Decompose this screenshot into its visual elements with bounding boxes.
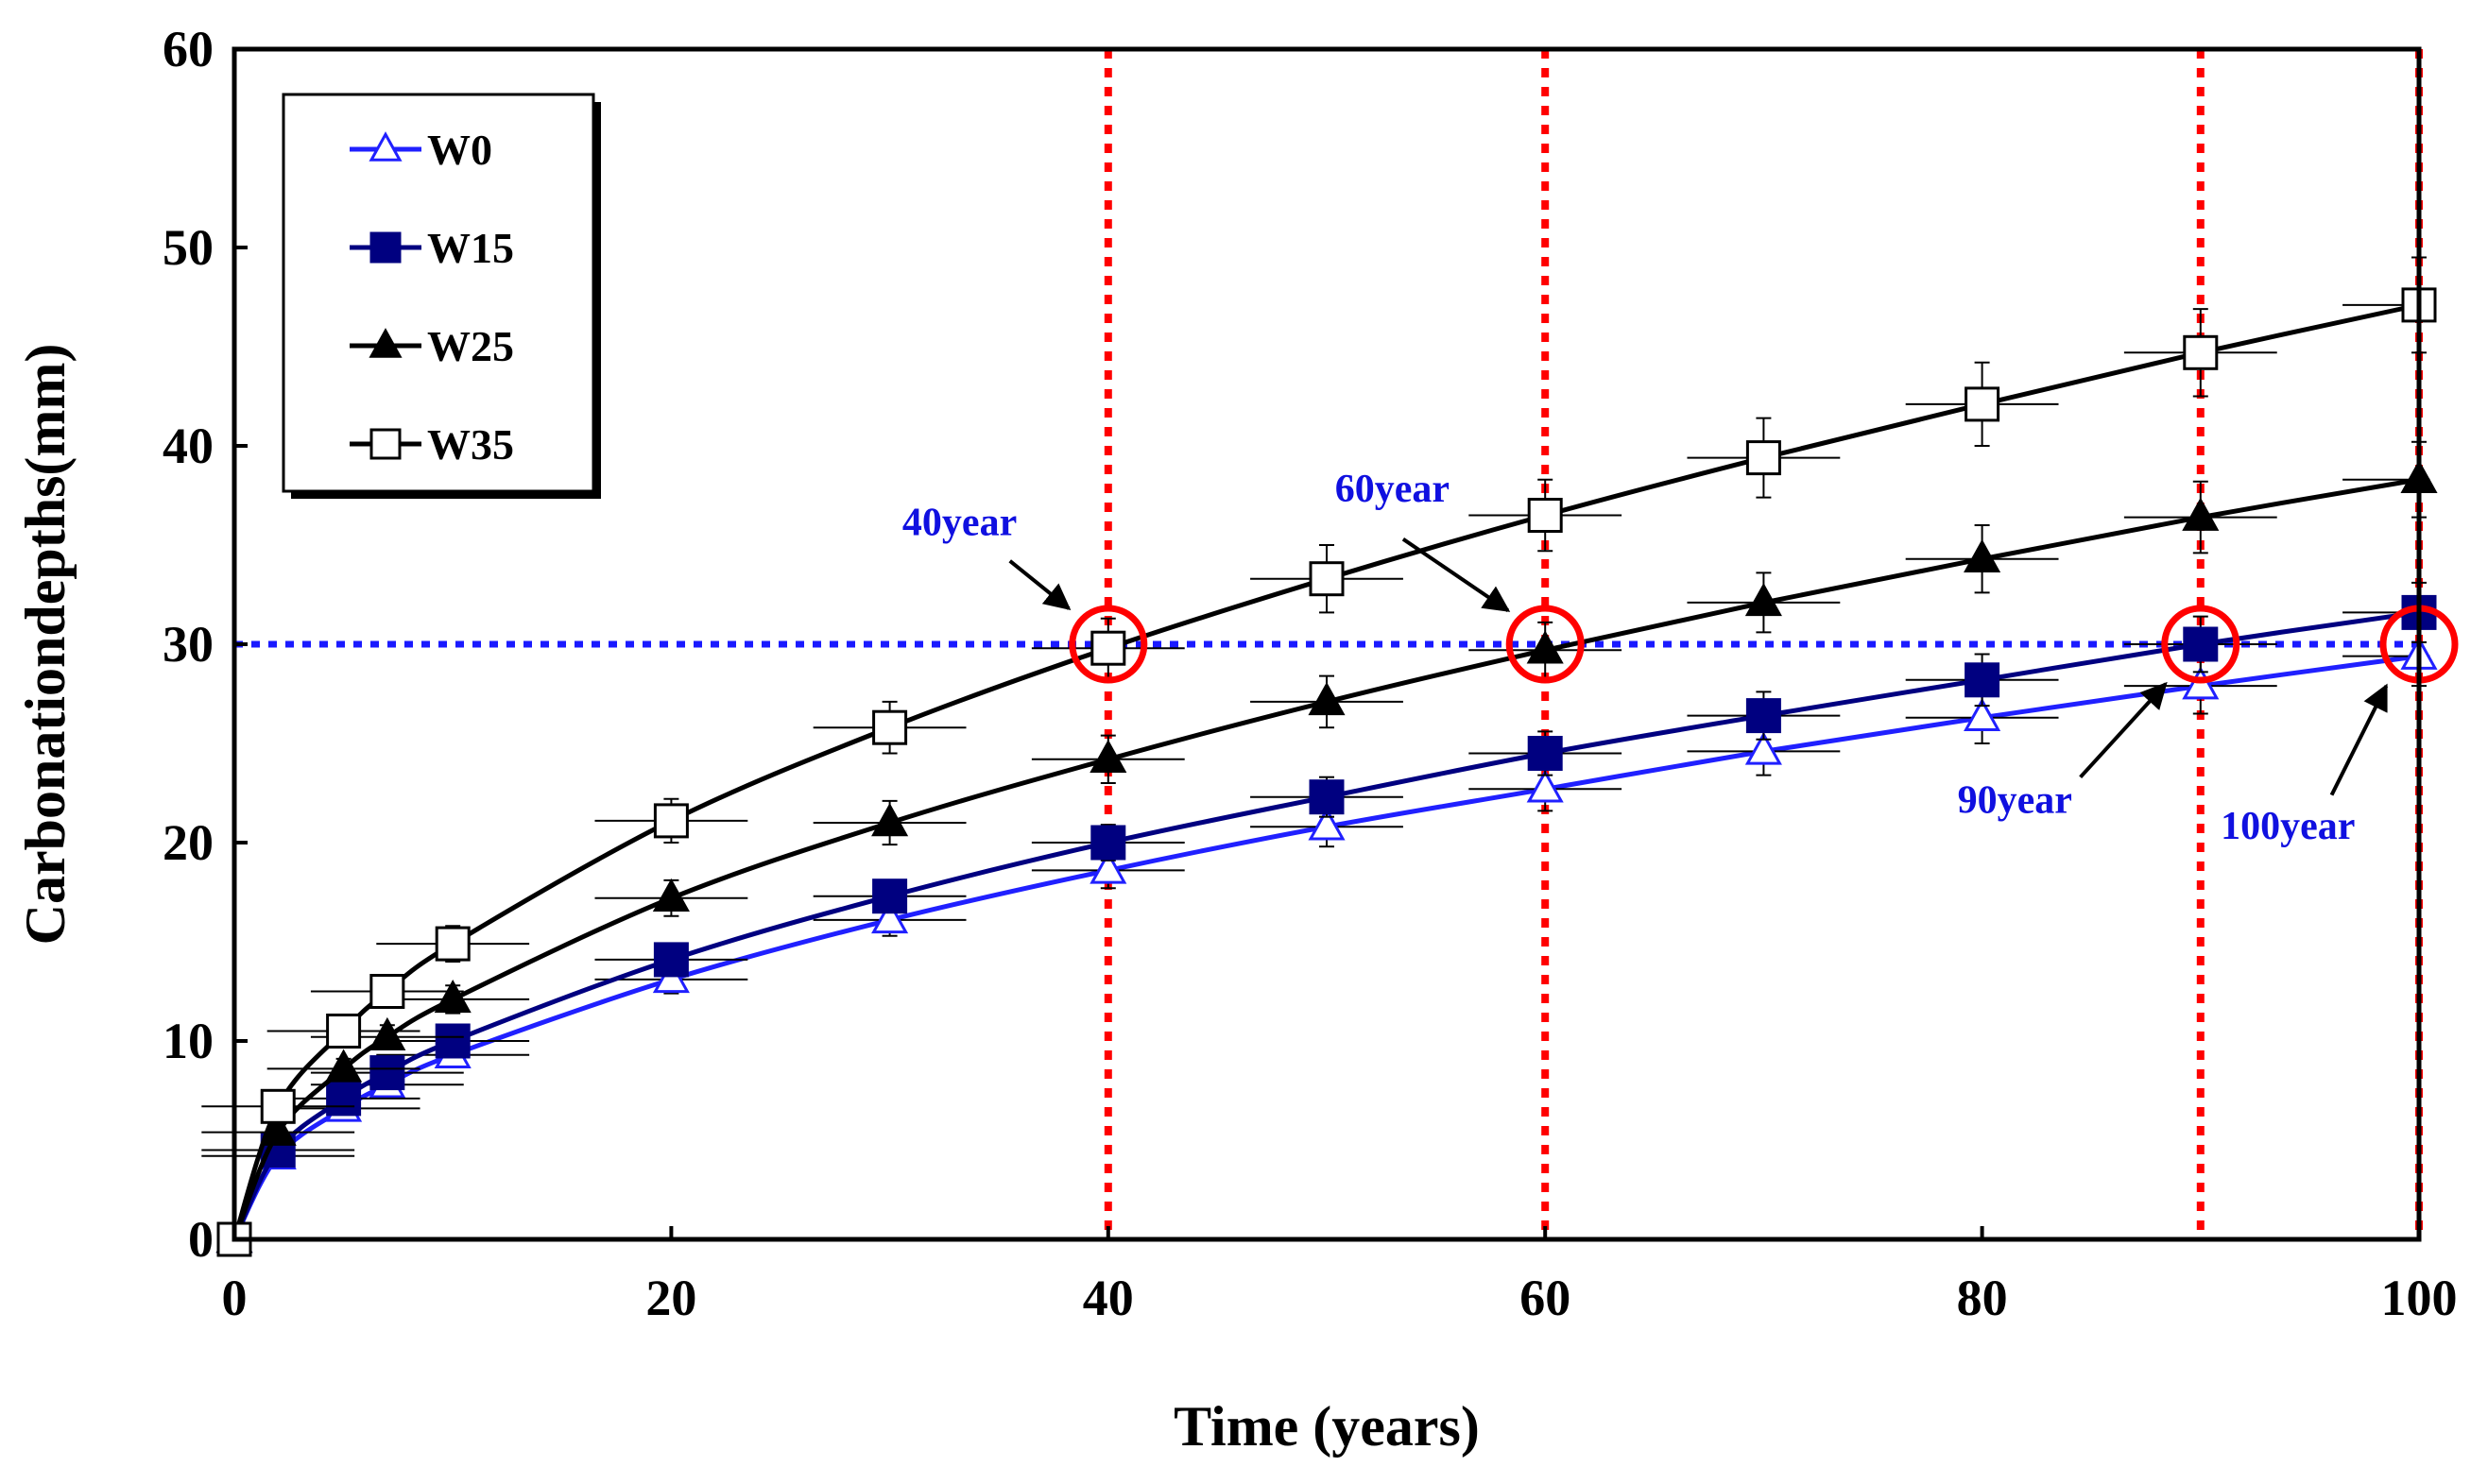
point-w15-40 bbox=[1090, 825, 1126, 861]
point-w35-60 bbox=[1527, 498, 1563, 533]
legend: W0 W15 W25 W35 bbox=[282, 93, 601, 499]
legend-label-w35: W35 bbox=[427, 420, 514, 469]
point-w0-50 bbox=[1308, 807, 1346, 841]
point-w25-30 bbox=[871, 803, 909, 837]
point-w15-30 bbox=[872, 878, 908, 914]
point-w25-20 bbox=[652, 878, 690, 913]
legend-label-w25: W25 bbox=[427, 322, 514, 370]
highlight-circle-60 bbox=[1505, 605, 1585, 684]
point-w0-90 bbox=[2182, 666, 2220, 700]
legend-box bbox=[282, 93, 595, 493]
point-w35-90 bbox=[2183, 334, 2219, 370]
point-w15-70 bbox=[1745, 698, 1781, 734]
point-w0-70 bbox=[1744, 731, 1782, 765]
legend-marker-w35 bbox=[369, 428, 402, 460]
highlight-circle-40 bbox=[1069, 605, 1148, 684]
highlight-circle-90 bbox=[2161, 605, 2240, 684]
point-w35-30 bbox=[872, 709, 908, 745]
axes-layer: 0 10 20 30 40 50 60 0 20 40 60 80 100 Time (years) Car… bbox=[14, 21, 2458, 1458]
annotation-arrow-90year bbox=[2079, 681, 2168, 779]
point-w35-40 bbox=[1090, 630, 1126, 666]
y-tick-label-40: 40 bbox=[163, 418, 214, 474]
point-w35-7 bbox=[369, 974, 405, 1009]
point-w25-40 bbox=[1090, 739, 1127, 774]
x-tick-label-20: 20 bbox=[645, 1270, 696, 1326]
point-w0-80 bbox=[1964, 697, 2001, 731]
point-w15-90 bbox=[2183, 626, 2219, 662]
point-w35-10 bbox=[435, 926, 471, 962]
point-w25-60 bbox=[1526, 630, 1564, 664]
point-w25-50 bbox=[1308, 681, 1346, 716]
y-axis-title: Carbonationdepths(mm) bbox=[14, 344, 77, 946]
point-w25-90 bbox=[2182, 497, 2220, 531]
point-w15-20 bbox=[653, 942, 689, 978]
annotation-arrow-40year bbox=[1008, 559, 1072, 610]
point-w25-5 bbox=[325, 1049, 363, 1083]
y-tick-label-10: 10 bbox=[163, 1013, 214, 1069]
annotation-label-100year: 100year bbox=[2221, 805, 2355, 848]
point-w0-30 bbox=[871, 899, 909, 934]
x-axis-title: Time (years) bbox=[1174, 1395, 1480, 1458]
x-tick-label-80: 80 bbox=[1957, 1270, 2008, 1326]
x-tick-label-100: 100 bbox=[2381, 1270, 2458, 1326]
point-w15-80 bbox=[1965, 662, 2000, 698]
legend-marker-w15 bbox=[369, 231, 402, 264]
x-tick-label-40: 40 bbox=[1083, 1270, 1134, 1326]
y-tick-label-60: 60 bbox=[163, 21, 214, 77]
legend-label-w15: W15 bbox=[427, 224, 514, 272]
y-tick-label-30: 30 bbox=[163, 616, 214, 673]
point-w25-70 bbox=[1744, 582, 1782, 617]
y-tick-label-50: 50 bbox=[163, 219, 214, 276]
annotation-label-40year: 40year bbox=[902, 502, 1017, 545]
annotation-layer: 40year 60year 90year 100year bbox=[902, 468, 2389, 848]
point-w25-80 bbox=[1964, 538, 2001, 572]
point-w25-10 bbox=[434, 979, 472, 1014]
y-tick-label-0: 0 bbox=[188, 1211, 214, 1268]
point-w15-60 bbox=[1527, 736, 1563, 771]
point-w35-2 bbox=[260, 1088, 296, 1124]
annotation-arrow-100year bbox=[2329, 683, 2389, 796]
x-tick-label-60: 60 bbox=[1519, 1270, 1570, 1326]
series-w15 bbox=[201, 581, 2437, 1257]
point-w15-10 bbox=[435, 1023, 471, 1059]
point-w15-50 bbox=[1309, 779, 1345, 815]
annotation-arrow-60year bbox=[1401, 537, 1511, 612]
point-w0-60 bbox=[1526, 769, 1564, 803]
legend-label-w0: W0 bbox=[427, 126, 492, 174]
legend-marker-w0 bbox=[369, 131, 403, 162]
point-w35-70 bbox=[1745, 440, 1781, 476]
point-w0-40 bbox=[1090, 850, 1127, 884]
legend-marker-w25 bbox=[369, 328, 403, 358]
series-layer bbox=[201, 256, 2438, 1257]
annotation-label-60year: 60year bbox=[1335, 468, 1450, 511]
point-w15-7 bbox=[369, 1055, 405, 1091]
point-w35-5 bbox=[326, 1014, 362, 1049]
y-tick-label-20: 20 bbox=[163, 814, 214, 871]
point-w35-80 bbox=[1965, 386, 2000, 422]
series-w35 bbox=[201, 256, 2437, 1257]
x-tick-label-0: 0 bbox=[222, 1270, 248, 1326]
point-w35-20 bbox=[653, 803, 689, 839]
annotation-label-90year: 90year bbox=[1958, 779, 2072, 823]
point-w15-5 bbox=[326, 1081, 362, 1117]
point-w35-50 bbox=[1309, 561, 1345, 597]
point-w25-7 bbox=[369, 1016, 406, 1051]
series-w0 bbox=[201, 625, 2438, 1254]
